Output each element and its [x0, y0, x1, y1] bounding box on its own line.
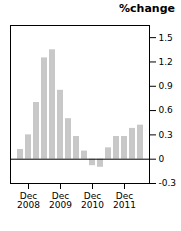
svg-text:0.3: 0.3 — [159, 130, 173, 140]
svg-text:Dec2010: Dec2010 — [81, 191, 104, 210]
svg-text:1.5: 1.5 — [159, 33, 173, 43]
html-text:%change: %change — [119, 2, 175, 15]
svg-text:Dec2011: Dec2011 — [113, 191, 136, 210]
svg-text:Dec2008: Dec2008 — [17, 191, 40, 210]
svg-text:0.6: 0.6 — [159, 105, 174, 115]
svg-text:Dec2009: Dec2009 — [49, 191, 72, 210]
svg-text:0.9: 0.9 — [159, 81, 174, 91]
svg-text:1.2: 1.2 — [159, 57, 173, 67]
svg-text:0: 0 — [159, 154, 165, 164]
svg-text:-0.3: -0.3 — [159, 178, 177, 188]
